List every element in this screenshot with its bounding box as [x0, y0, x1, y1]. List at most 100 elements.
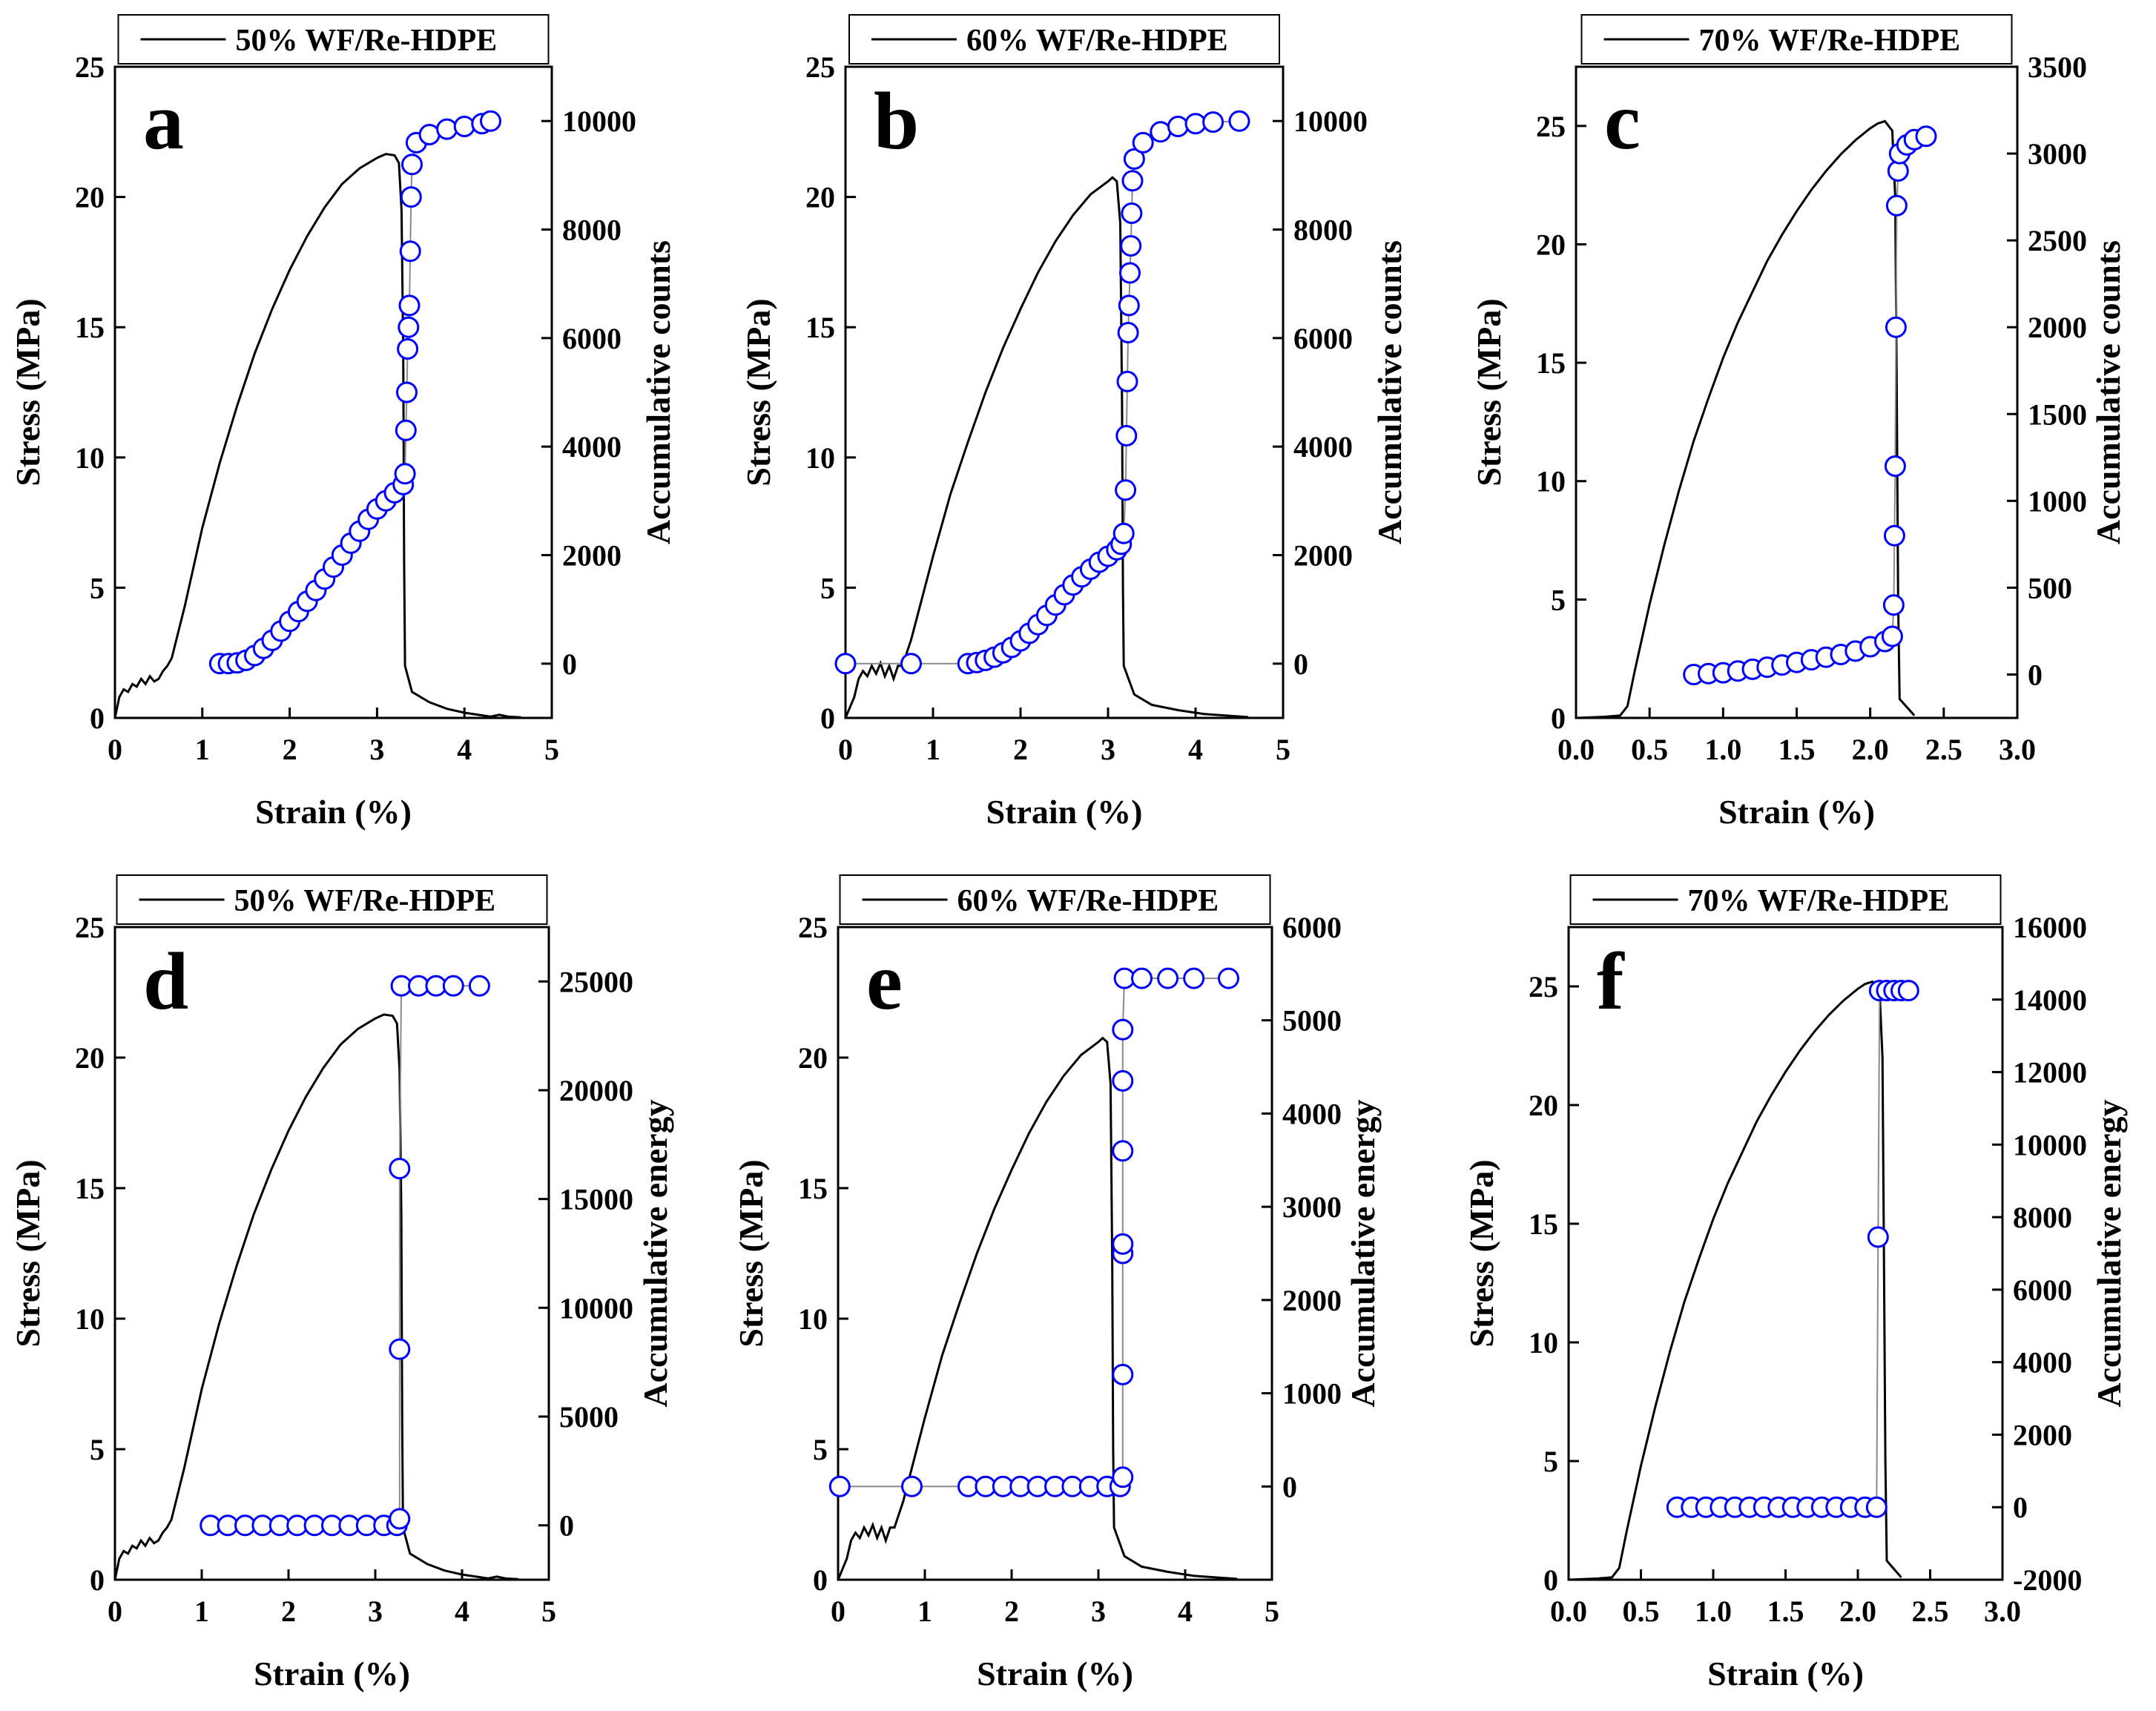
- ae-point: [1123, 148, 1145, 170]
- stress-curve: [113, 153, 521, 719]
- ae-point: [396, 381, 418, 403]
- y-tick-label: 5: [1551, 583, 1566, 616]
- y-tick-label: 10: [798, 1302, 828, 1336]
- panel-letter: d: [143, 936, 188, 1026]
- x-tick-label: 0.5: [1631, 733, 1668, 766]
- y2-tick-label: 2000: [1293, 539, 1353, 573]
- x-tick-label: 3: [368, 1595, 383, 1628]
- x-axis-label: Strain (%): [1707, 1655, 1864, 1692]
- y-tick-label: 10: [1536, 465, 1566, 498]
- panel-letter: e: [866, 936, 903, 1026]
- y2-tick-label: 2000: [2013, 1418, 2072, 1451]
- ae-point: [1112, 1466, 1134, 1489]
- legend: 60% WF/Re-HDPE: [848, 14, 1280, 65]
- ae-point: [1202, 111, 1224, 133]
- y-tick-label: 25: [798, 911, 828, 944]
- y-tick-label: 5: [90, 1433, 105, 1466]
- ae-point: [398, 316, 420, 338]
- chart-panel-a: 0 1 2 3 4 5 0 5 10 15 20 25 0 2000 4000 6000 8000 10000 St…: [9, 14, 677, 831]
- y2-tick-label: 4000: [1293, 430, 1353, 464]
- ae-point: [1112, 1069, 1134, 1092]
- chart-panel-e: 0 1 2 3 4 5 0 5 10 15 20 25 0 1000 2000 3000 4000 5000 600…: [732, 874, 1382, 1692]
- panel-letter: c: [1604, 76, 1641, 166]
- ae-point: [828, 1475, 851, 1497]
- ae-point: [1184, 113, 1207, 135]
- ae-point: [901, 1475, 923, 1497]
- legend-label: 70% WF/Re-HDPE: [1699, 24, 1961, 58]
- legend-label: 70% WF/Re-HDPE: [1688, 884, 1950, 918]
- x-tick-label: 1: [917, 1595, 932, 1628]
- y2-tick-label: 2000: [2028, 311, 2087, 344]
- ae-point: [1167, 116, 1189, 137]
- ae-point: [1118, 294, 1140, 317]
- panel-letter: b: [874, 76, 919, 166]
- x-tick-label: 2: [283, 733, 297, 766]
- x-tick-label: 3.0: [1999, 733, 2036, 766]
- y2-tick-label: 16000: [2013, 911, 2087, 944]
- ae-point: [442, 975, 464, 997]
- y2-tick-label: 0: [559, 1509, 574, 1543]
- x-tick-label: 2.0: [1852, 733, 1889, 766]
- x-tick-label: 0: [838, 733, 853, 766]
- ae-point: [1881, 625, 1903, 647]
- y2-tick-label: 8000: [562, 214, 622, 247]
- y2-tick-label: 4000: [1282, 1097, 1342, 1130]
- y-tick-label: 20: [1529, 1089, 1558, 1122]
- ae-point: [400, 186, 422, 208]
- x-axis-label: Strain (%): [1718, 793, 1875, 831]
- legend: 70% WF/Re-HDPE: [1569, 874, 2002, 925]
- y2-tick-label: 1000: [1282, 1377, 1342, 1411]
- ae-point: [389, 1338, 411, 1360]
- y2-tick-label: 12000: [2013, 1056, 2087, 1089]
- y2-tick-label: 0: [562, 647, 577, 681]
- y2-tick-label: 8000: [1293, 214, 1353, 247]
- y2-tick-label: 2000: [1282, 1284, 1342, 1317]
- ae-series: [1683, 125, 1937, 685]
- ae-point: [401, 154, 423, 176]
- y2-tick-label: 5000: [559, 1400, 619, 1434]
- y-tick-label: 25: [75, 911, 105, 944]
- ae-point: [394, 463, 416, 485]
- y-tick-label: 20: [805, 181, 835, 214]
- ae-point: [1132, 131, 1154, 154]
- ae-connector-line: [840, 978, 1229, 1488]
- y-tick-label: 15: [1536, 346, 1566, 380]
- y2-axis-label: Accumulative energy: [1344, 1099, 1382, 1407]
- x-tick-label: 2.5: [1912, 1595, 1949, 1628]
- x-tick-label: 1: [195, 733, 210, 766]
- y-axis-label: Stress (MPa): [9, 298, 47, 486]
- x-axis-label: Strain (%): [986, 793, 1143, 831]
- ae-point: [1121, 202, 1143, 224]
- ae-point: [1228, 110, 1250, 132]
- y-tick-label: 25: [1536, 110, 1566, 143]
- x-tick-label: 0: [108, 1595, 122, 1628]
- legend-label: 60% WF/Re-HDPE: [957, 884, 1219, 918]
- x-tick-label: 3: [369, 733, 384, 766]
- y2-tick-label: 4000: [562, 430, 622, 464]
- ae-series: [1666, 980, 1919, 1518]
- y2-tick-label: 5000: [1282, 1004, 1342, 1038]
- ae-point: [1112, 1018, 1134, 1041]
- ae-point: [900, 653, 922, 675]
- y-tick-label: 0: [1551, 702, 1566, 735]
- y-tick-label: 5: [813, 1433, 828, 1466]
- y2-tick-label: 6000: [1282, 911, 1342, 944]
- ae-point: [1112, 1363, 1134, 1385]
- ae-point: [1885, 194, 1908, 217]
- plot-frame: [113, 65, 553, 719]
- x-tick-label: 1: [926, 733, 940, 766]
- ae-point: [468, 975, 490, 997]
- chart-panel-f: 0.0 0.5 1.0 1.5 2.0 2.5 3.0 0 5 10 15 20 25 -2000 0 200…: [1463, 874, 2128, 1692]
- ae-point: [399, 240, 421, 263]
- ae-point: [1882, 594, 1905, 616]
- y2-tick-label: 3000: [1282, 1190, 1342, 1224]
- ae-connector-line: [1677, 989, 1909, 1509]
- ae-point: [1885, 316, 1907, 338]
- x-tick-label: 4: [1188, 733, 1203, 766]
- y-tick-label: 10: [805, 441, 835, 475]
- ae-point: [418, 124, 441, 145]
- ae-point: [1112, 522, 1135, 544]
- y2-axis-label: Accumulative energy: [636, 1099, 674, 1407]
- ae-point: [395, 419, 417, 441]
- x-tick-label: 3: [1091, 1595, 1106, 1628]
